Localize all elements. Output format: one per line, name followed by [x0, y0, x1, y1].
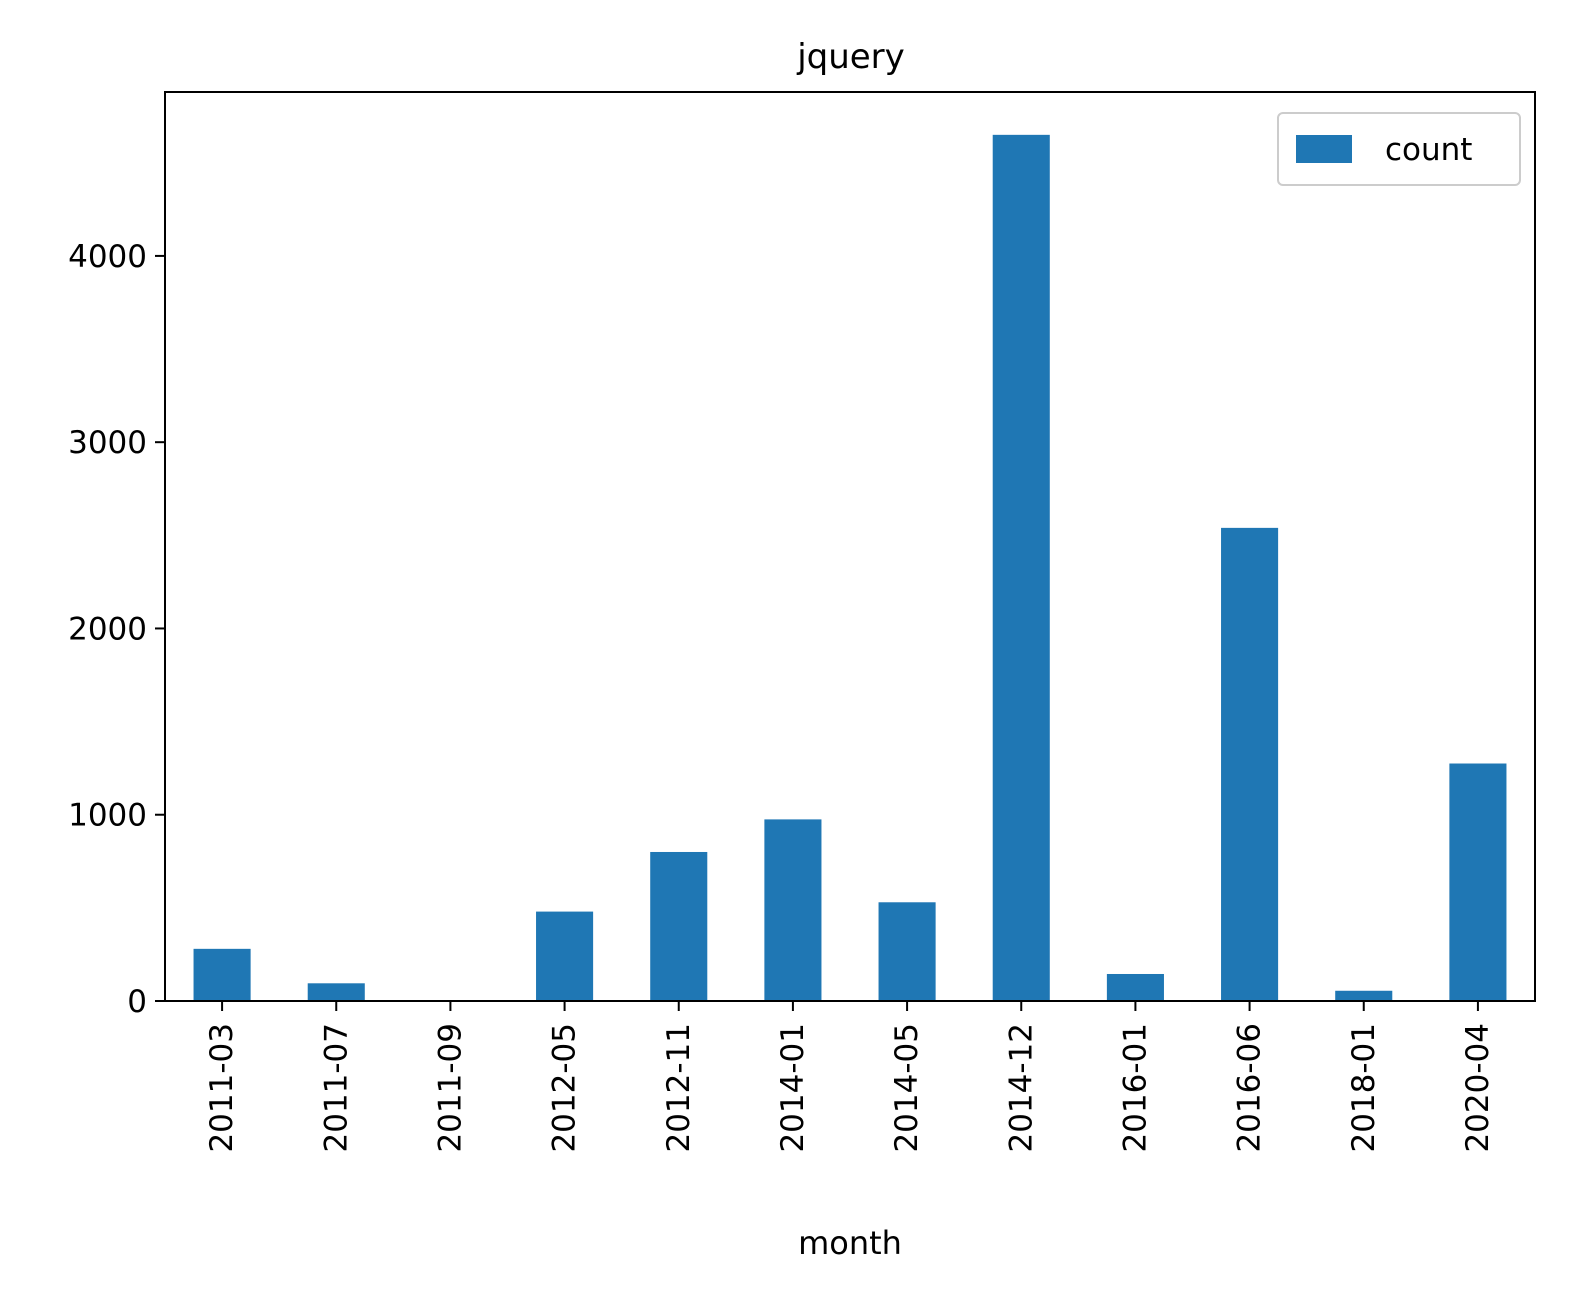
x-tick-label-2014-05: 2014-05 [889, 1023, 925, 1153]
bars-group [193, 134, 1507, 1002]
legend-swatch-count [1296, 135, 1352, 163]
bar-2014-05 [878, 902, 936, 1001]
chart-title: jquery [796, 37, 905, 77]
y-tick-label-1000: 1000 [68, 798, 147, 834]
x-tick-label-2016-01: 2016-01 [1117, 1023, 1153, 1153]
y-axis: 0 1000 2000 3000 4000 [68, 239, 165, 1020]
bar-2018-01 [1335, 990, 1393, 1001]
y-tick-label-4000: 4000 [68, 239, 147, 275]
bar-2011-07 [307, 983, 365, 1001]
bar-2016-01 [1106, 973, 1164, 1001]
y-tick-label-2000: 2000 [68, 611, 147, 647]
bar-2011-03 [193, 948, 251, 1001]
x-tick-label-2011-07: 2011-07 [318, 1023, 354, 1153]
x-tick-label-2016-06: 2016-06 [1232, 1023, 1268, 1153]
bar-2012-05 [536, 911, 594, 1001]
y-tick-label-3000: 3000 [68, 425, 147, 461]
x-tick-label-2018-01: 2018-01 [1346, 1023, 1382, 1153]
bar-2014-01 [764, 819, 822, 1001]
x-tick-label-2020-04: 2020-04 [1460, 1023, 1496, 1153]
bar-2014-12 [992, 134, 1050, 1002]
x-tick-label-2011-09: 2011-09 [432, 1023, 468, 1153]
x-tick-label-2012-11: 2012-11 [661, 1023, 697, 1153]
bar-2012-11 [650, 851, 708, 1001]
x-tick-label-2012-05: 2012-05 [547, 1023, 583, 1153]
bar-2020-04 [1449, 763, 1507, 1001]
legend: count [1277, 112, 1521, 186]
x-axis: 2011-03 2011-07 2011-09 2012-05 2012-11 2014-… [204, 1001, 1496, 1153]
x-tick-label-2014-01: 2014-01 [775, 1023, 811, 1153]
legend-box [1277, 112, 1521, 186]
x-tick-label-2011-03: 2011-03 [204, 1023, 240, 1153]
y-tick-label-0: 0 [127, 984, 147, 1020]
x-axis-label: month [798, 1224, 902, 1262]
plot-area-frame [164, 91, 1536, 1002]
x-tick-label-2014-12: 2014-12 [1003, 1023, 1039, 1153]
legend-label-count: count [1385, 132, 1472, 168]
bar-2016-06 [1221, 527, 1279, 1001]
